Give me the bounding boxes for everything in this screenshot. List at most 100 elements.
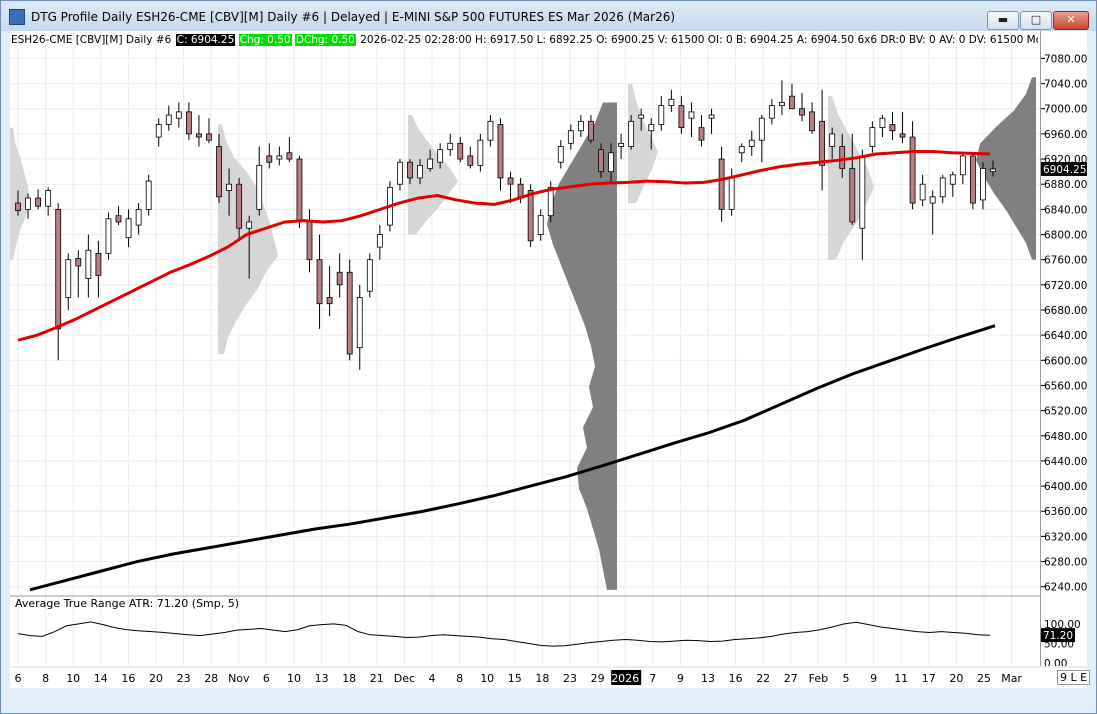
time-axis-label: 8: [42, 672, 49, 685]
candle-body: [758, 117, 765, 141]
time-axis-label: 6: [15, 672, 22, 685]
candle: [909, 121, 916, 210]
chart-plot-area[interactable]: [10, 31, 1040, 666]
time-axis-label: 23: [563, 672, 577, 685]
info-chg: Chg: 0.50: [238, 34, 292, 46]
candle: [949, 171, 956, 197]
candle-body: [658, 105, 665, 125]
candle-body: [738, 146, 745, 154]
candle: [990, 160, 996, 177]
candle: [467, 146, 474, 169]
candle: [557, 140, 564, 169]
candle: [768, 99, 775, 125]
candle-body: [447, 142, 454, 151]
candle: [748, 130, 755, 156]
candle-body: [708, 114, 715, 119]
price-axis-label: 6880.00: [1044, 179, 1087, 191]
candle-body: [608, 152, 614, 173]
candle: [738, 143, 745, 163]
atr-axis-label: 0.00: [1044, 658, 1067, 666]
candle: [859, 149, 866, 260]
time-axis-label: 7: [649, 672, 656, 685]
candle-body: [829, 133, 836, 147]
candle-body: [990, 168, 996, 173]
candle-body: [145, 180, 152, 210]
candle-body: [306, 221, 313, 261]
candle-body: [980, 168, 986, 201]
candle: [407, 159, 413, 185]
candle: [537, 209, 544, 241]
candle: [959, 152, 966, 185]
candle: [588, 115, 594, 144]
candle-body: [326, 297, 333, 305]
candle-body: [909, 136, 916, 204]
minimize-button[interactable]: ▬: [987, 11, 1019, 30]
candle-body: [75, 258, 82, 267]
candle-body: [276, 155, 283, 160]
candle: [779, 80, 785, 116]
candle-body: [809, 111, 815, 132]
candle-body: [125, 218, 132, 239]
candle-body: [748, 139, 755, 147]
candle-body: [819, 120, 826, 166]
volume-profile-session: [547, 102, 617, 590]
price-axis-label: 6800.00: [1044, 230, 1087, 242]
last-price-label: 6904.25: [1043, 164, 1086, 176]
candle-body: [768, 105, 775, 119]
candle-body: [467, 155, 474, 166]
moving-average-long-line: [29, 324, 996, 592]
time-axis-label: 27: [784, 672, 798, 685]
minimize-icon: ▬: [997, 13, 1009, 26]
time-axis-label: 29: [591, 672, 605, 685]
candle-body: [65, 259, 72, 298]
price-chart-svg[interactable]: [10, 31, 1040, 666]
candle: [45, 187, 52, 216]
candle-body: [175, 111, 182, 119]
candle: [316, 234, 323, 329]
time-axis-label: 5: [843, 672, 850, 685]
price-axis[interactable]: 7080.00 7040.00 7000.00 6960.00 6920.00 6880.…: [1040, 31, 1087, 666]
price-axis-label: 6760.00: [1044, 255, 1087, 267]
candle-body: [85, 249, 92, 279]
time-axis-label: Dec: [394, 672, 415, 685]
candle-body: [718, 158, 725, 210]
candle: [939, 174, 946, 204]
candle-body: [527, 190, 534, 242]
candle: [658, 96, 665, 131]
candle-body: [507, 177, 514, 185]
candle: [65, 253, 72, 310]
candle: [567, 124, 574, 150]
time-axis-label: 16: [729, 672, 743, 685]
info-close: C: 6904.25: [175, 34, 236, 46]
price-axis-label: 6560.00: [1044, 380, 1087, 392]
price-axis-label: 6680.00: [1044, 305, 1087, 317]
maximize-button[interactable]: □: [1020, 11, 1052, 30]
candle: [15, 190, 21, 216]
time-axis-label: 18: [342, 672, 356, 685]
candle: [849, 133, 856, 226]
candle-body: [165, 114, 172, 125]
candle: [366, 253, 373, 298]
info-bar: ESH26-CME [CBV][M] Daily #6 C: 6904.25 C…: [10, 33, 1038, 48]
candle-body: [437, 149, 444, 163]
candle-body: [859, 155, 866, 229]
chart-settings-label[interactable]: 9 L E: [1057, 670, 1091, 685]
time-axis-label: 6: [263, 672, 270, 685]
price-axis-label: 6520.00: [1044, 406, 1087, 418]
candle: [206, 118, 212, 144]
close-button[interactable]: ✕: [1053, 11, 1089, 30]
time-axis-label: 13: [315, 672, 329, 685]
candle-body: [376, 234, 383, 248]
title-bar[interactable]: DTG Profile Daily ESH26-CME [CBV][M] Dai…: [1, 1, 1096, 31]
time-axis[interactable]: 6 8 10 14 16 20 23 28 Nov 6 10 13 18 21 Dec 4 8 10 15 18 23 2…: [10, 668, 1086, 688]
candle: [216, 133, 222, 204]
atr-last-label: 71.20: [1043, 630, 1073, 642]
price-axis-label: 7000.00: [1044, 104, 1087, 116]
time-axis-label: Feb: [809, 672, 828, 685]
time-axis-label: 13: [701, 672, 715, 685]
time-axis-label: 20: [149, 672, 163, 685]
candle-body: [688, 111, 695, 119]
candle-body: [366, 259, 373, 292]
candle-body: [789, 95, 795, 110]
candle: [185, 102, 192, 141]
